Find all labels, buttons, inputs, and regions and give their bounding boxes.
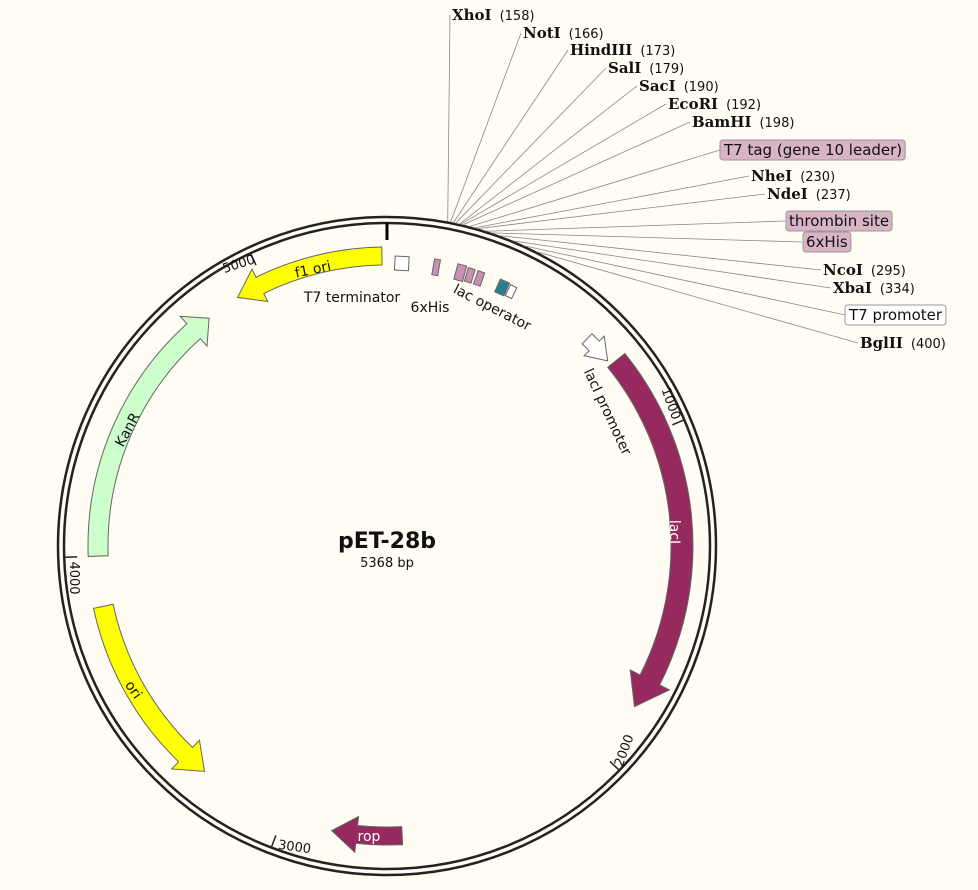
- feature-callout: T7 tag (gene 10 leader): [723, 141, 902, 159]
- feature-callout: thrombin site: [789, 212, 889, 230]
- site-position: (230): [800, 170, 835, 185]
- leader-line: [513, 241, 831, 288]
- tick-mark: [272, 835, 276, 846]
- feature-label: lac operator: [451, 282, 534, 335]
- feature-label: 6xHis: [411, 300, 450, 316]
- feature-callout: 6xHis: [806, 233, 848, 251]
- site-position: (198): [759, 116, 794, 131]
- site-callout: 6xHis: [491, 232, 851, 252]
- site-name: BglII: [860, 334, 903, 352]
- feature-label: lacI: [666, 520, 682, 544]
- tick-label: 4000: [66, 561, 81, 594]
- site-position: (173): [640, 44, 675, 59]
- leader-line: [456, 68, 606, 223]
- site-name: EcoRI: [668, 95, 718, 113]
- site-name: HindIII: [570, 41, 632, 59]
- leader-line: [536, 251, 858, 343]
- site-position: (192): [726, 98, 761, 113]
- site-name: NcoI: [823, 261, 863, 279]
- leader-line: [448, 15, 450, 222]
- feature-arrow: [94, 604, 205, 771]
- site-name: XbaI: [833, 279, 872, 297]
- plasmid-size: 5368 bp: [360, 556, 414, 571]
- feature-box: [394, 256, 409, 271]
- site-name: SalI: [608, 59, 641, 77]
- feature-box: [432, 259, 441, 276]
- leader-line: [463, 122, 690, 225]
- tick-label: 3000: [277, 838, 312, 857]
- site-name: SacI: [639, 77, 676, 95]
- plasmid-name: pET-28b: [338, 529, 436, 554]
- site-position: (400): [911, 337, 946, 352]
- site-position: (179): [649, 62, 684, 77]
- leader-line: [475, 176, 749, 228]
- site-position: (166): [569, 27, 604, 42]
- feature-box: [474, 271, 485, 287]
- site-name: NdeI: [767, 185, 808, 203]
- site-callout: BamHI (198): [463, 113, 795, 225]
- site-name: NheI: [751, 167, 792, 185]
- site-position: (158): [500, 9, 535, 24]
- site-callout: HindIII (173): [453, 41, 675, 223]
- site-position: (334): [880, 282, 915, 297]
- feature-label: T7 terminator: [303, 290, 401, 306]
- site-position: (237): [816, 188, 851, 203]
- leader-line: [491, 233, 802, 242]
- feature-callout: T7 promoter: [848, 306, 943, 324]
- feature-label: rop: [358, 829, 381, 845]
- site-position: (295): [871, 264, 906, 279]
- feature-arrow: [88, 316, 209, 556]
- site-position: (190): [684, 80, 719, 95]
- site-name: NotI: [523, 24, 561, 42]
- leader-line: [451, 33, 521, 222]
- leader-line: [453, 50, 568, 223]
- feature-arrow: [582, 334, 607, 361]
- leader-line: [460, 86, 637, 224]
- tick-mark: [672, 420, 683, 425]
- site-name: XhoI: [452, 6, 492, 24]
- leader-line: [461, 104, 666, 224]
- site-name: BamHI: [692, 113, 751, 131]
